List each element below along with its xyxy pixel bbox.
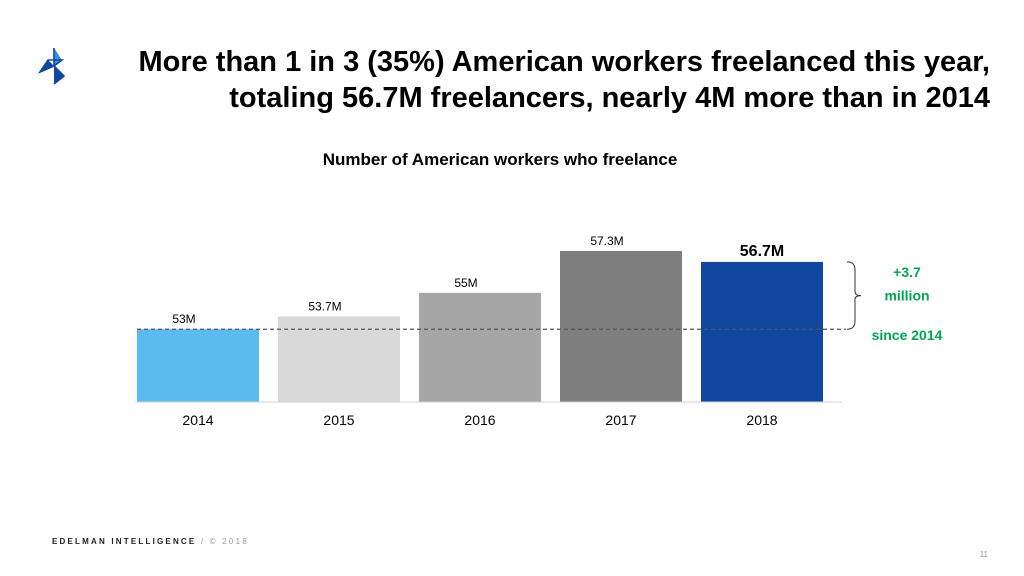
difference-brace (846, 261, 862, 330)
x-tick-label-2014: 2014 (182, 412, 213, 428)
footer-separator: / (196, 537, 210, 546)
x-tick-label-2015: 2015 (323, 412, 354, 428)
x-tick-label-2017: 2017 (605, 412, 636, 428)
page-headline: More than 1 in 3 (35%) American workers … (90, 44, 990, 116)
headline-line-2: totaling 56.7M freelancers, nearly 4M mo… (229, 82, 990, 114)
data-label-2018: 56.7M (740, 243, 784, 260)
bar-2017 (560, 251, 682, 402)
annotation-line-1: +3.7 (893, 264, 921, 280)
bar-2018 (701, 261, 823, 402)
data-label-2017: 57.3M (590, 234, 623, 248)
edelman-logo-icon (38, 48, 66, 85)
data-label-2016: 55M (454, 276, 477, 290)
footer-copyright: © 2018 (209, 537, 249, 546)
bar-2014 (137, 329, 259, 402)
page-number: 11 (979, 550, 988, 559)
footer-brand: EDELMAN INTELLIGENCE (52, 537, 197, 546)
chart-title: Number of American workers who freelance (322, 150, 678, 169)
x-tick-label-2016: 2016 (464, 412, 495, 428)
bar-2015 (278, 316, 400, 402)
headline-line-1: More than 1 in 3 (35%) American workers … (138, 46, 990, 78)
data-label-2014: 53M (172, 312, 195, 326)
data-label-2015: 53.7M (308, 299, 341, 313)
x-tick-label-2018: 2018 (746, 412, 777, 428)
footer: EDELMAN INTELLIGENCE / © 2018 (52, 537, 249, 546)
annotation-line-3: since 2014 (872, 327, 943, 343)
bar-2016 (419, 292, 541, 402)
annotation-line-2: million (884, 288, 929, 304)
